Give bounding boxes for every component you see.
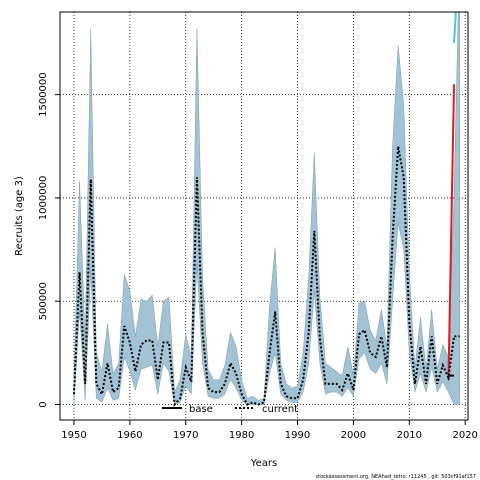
x-tick-label: 1970 [173, 430, 198, 441]
retro-line [453, 12, 457, 44]
x-tick-label: 2010 [397, 430, 422, 441]
x-tick-label: 2020 [452, 430, 477, 441]
y-tick-label: 1000000 [38, 176, 49, 221]
x-tick-label: 1950 [61, 430, 86, 441]
legend-base-label: base [189, 404, 213, 415]
x-tick-label: 1990 [285, 430, 310, 441]
y-tick-label: 500000 [38, 282, 49, 320]
x-tick-label: 2000 [341, 430, 366, 441]
series-lines [72, 12, 460, 407]
current-estimate-line [72, 146, 460, 407]
footer-credit: stockassessment.org, NEAhad_retro, r1124… [316, 474, 477, 480]
y-tick-label: 0 [38, 401, 49, 407]
axes: 1950 1960 1970 1980 1990 2000 2010 2020 0 500000 1… [38, 72, 478, 441]
y-tick-label: 1500000 [38, 72, 49, 117]
y-axis-title: Recruits (age 3) [14, 176, 25, 256]
legend: base current [162, 404, 298, 415]
x-tick-label: 1960 [117, 430, 142, 441]
current-confidence-band [73, 12, 460, 405]
plot-frame [59, 11, 469, 421]
retro-line [447, 84, 456, 380]
confidence-bands [73, 12, 460, 405]
x-tick-label: 1980 [229, 430, 254, 441]
legend-current-label: current [262, 404, 298, 415]
x-axis-title: Years [250, 458, 277, 469]
